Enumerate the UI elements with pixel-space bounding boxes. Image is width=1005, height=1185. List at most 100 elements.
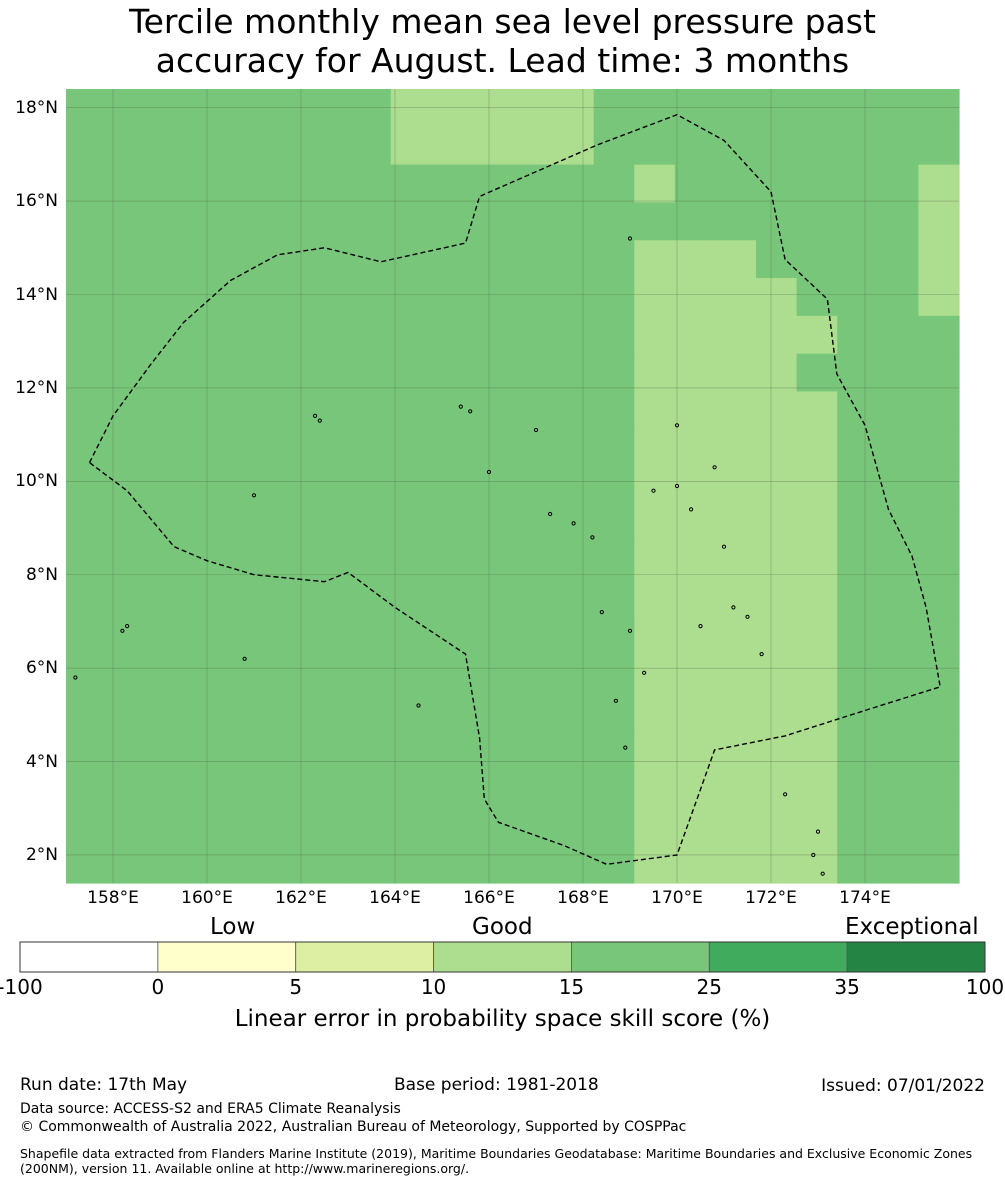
skill-cell [512, 353, 554, 393]
skill-cell [268, 202, 311, 241]
skill-cell [431, 807, 473, 846]
colorbar-swatch [846, 941, 986, 973]
skill-cell [471, 618, 514, 657]
skill-cell [918, 731, 960, 771]
skill-cell [634, 315, 676, 355]
skill-cell [796, 656, 838, 695]
skill-cell [715, 353, 757, 393]
lon-label: 174°E [839, 888, 891, 908]
skill-cell [796, 240, 838, 279]
skill-cell [431, 731, 473, 771]
skill-cell [471, 580, 514, 619]
skill-cell [268, 656, 311, 695]
skill-cell [593, 731, 635, 771]
skill-cell [147, 731, 189, 771]
skill-cell [350, 467, 392, 506]
skill-cell [431, 618, 473, 657]
colorbar-title: Linear error in probability space skill … [234, 1006, 771, 1032]
skill-cell [187, 769, 229, 808]
island-outlines [73, 236, 825, 876]
skill-cell [756, 769, 798, 808]
skill-cell [187, 731, 229, 771]
island [73, 675, 78, 680]
skill-cell [715, 542, 757, 582]
skill-cell [350, 202, 392, 241]
skill-cell [796, 580, 838, 619]
skill-cell [756, 467, 798, 506]
skill-cell [634, 504, 676, 544]
skill-cell [553, 126, 595, 166]
skill-cell [918, 656, 960, 695]
lon-label: 168°E [557, 888, 609, 908]
skill-cell [634, 731, 676, 771]
skill-cell [877, 504, 920, 544]
skill-cell [918, 580, 960, 619]
skill-cell [268, 504, 311, 544]
skill-cell [553, 731, 595, 771]
skill-cell [593, 656, 635, 695]
skill-cell [918, 542, 960, 582]
skill-cell [593, 391, 635, 430]
skill-cell [634, 807, 676, 846]
skill-cell [674, 845, 717, 884]
skill-cell [877, 542, 920, 582]
skill-cell [187, 656, 229, 695]
skill-cell [309, 731, 351, 771]
skill-cell [837, 89, 879, 128]
skill-cell [309, 467, 351, 506]
base-period: Base period: 1981-2018 [394, 1075, 599, 1095]
skill-cell [431, 278, 473, 317]
lat-label: 18°N [15, 97, 58, 118]
skill-cell [674, 807, 717, 846]
skill-cell [837, 731, 879, 771]
skill-cell [471, 504, 514, 544]
skill-cell [715, 656, 757, 695]
skill-cell [106, 315, 148, 355]
island [317, 418, 322, 423]
colorbar-swatch [19, 941, 159, 973]
skill-cell [66, 542, 108, 582]
skill-cell [593, 769, 635, 808]
skill-cell [796, 542, 838, 582]
skill-cell [512, 504, 554, 544]
skill-cell [593, 504, 635, 544]
skill-cell [187, 240, 229, 279]
skill-cell [228, 580, 270, 619]
skill-cell [512, 164, 554, 204]
skill-cell [877, 618, 920, 657]
skill-cell [471, 467, 514, 506]
skill-cell [634, 693, 676, 733]
skill-cell [309, 807, 351, 846]
skill-cell [593, 89, 635, 128]
skill-cell [715, 467, 757, 506]
skill-cell [674, 202, 717, 241]
skill-cell [228, 542, 270, 582]
island [313, 413, 318, 418]
skill-cell [268, 429, 311, 468]
skill-cell [106, 429, 148, 468]
skill-cell [837, 315, 879, 355]
skill-cell [796, 618, 838, 657]
skill-cell [268, 580, 311, 619]
skill-cell [228, 89, 270, 128]
skill-cell [228, 693, 270, 733]
skill-cell [106, 391, 148, 430]
skill-cell [106, 278, 148, 317]
skill-cell [715, 164, 757, 204]
skill-cell [471, 656, 514, 695]
skill-cell [147, 315, 189, 355]
skill-cell [228, 618, 270, 657]
skill-cell [877, 467, 920, 506]
skill-cell [390, 542, 432, 582]
skill-cell [268, 164, 311, 204]
skill-cell [187, 391, 229, 430]
skill-cell [553, 580, 595, 619]
skill-cell [471, 807, 514, 846]
skill-cell [66, 126, 108, 166]
skill-cell [512, 429, 554, 468]
island [627, 628, 633, 633]
skill-cell [593, 353, 635, 393]
skill-cell [390, 202, 432, 241]
skill-cell [918, 769, 960, 808]
skill-cell [66, 391, 108, 430]
